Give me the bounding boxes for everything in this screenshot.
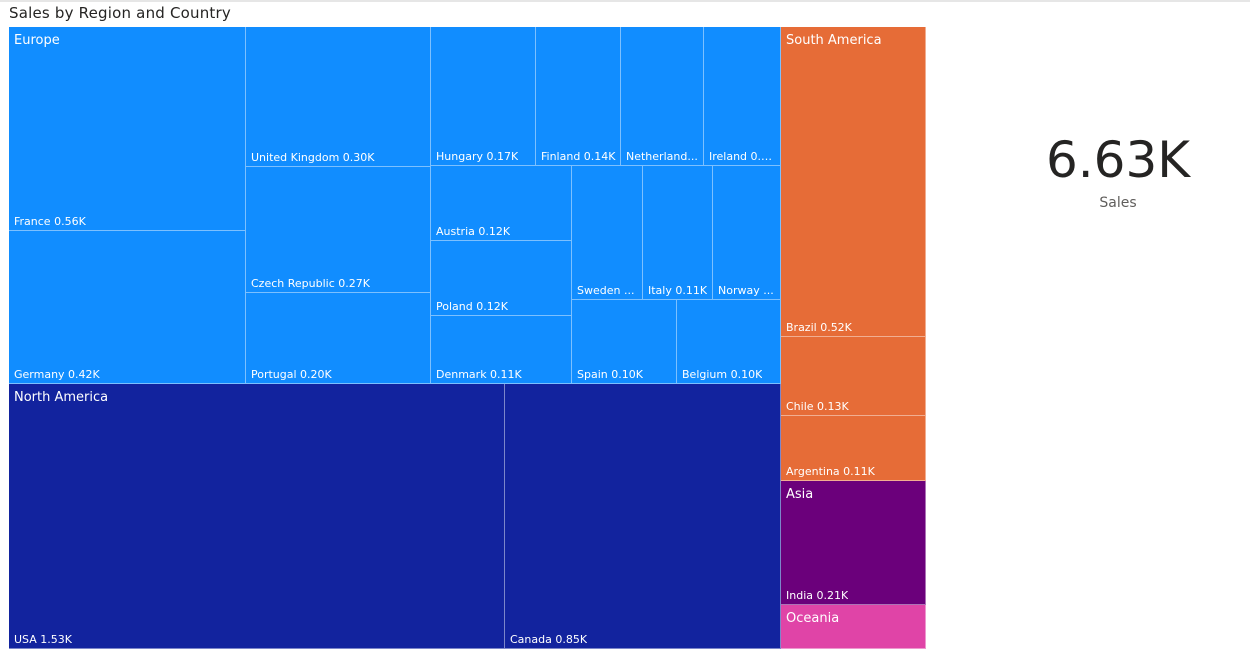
tile-label-poland: Poland 0.12K: [436, 300, 508, 313]
treemap-tile-france[interactable]: France 0.56K: [9, 27, 246, 231]
group-label-oceania: Oceania: [786, 611, 840, 626]
group-label-asia: Asia: [786, 487, 814, 502]
tile-label-hungary: Hungary 0.17K: [436, 150, 519, 163]
treemap-tile-chile[interactable]: Chile 0.13K: [781, 337, 926, 416]
treemap-tile-czech-republic[interactable]: Czech Republic 0.27K: [246, 167, 431, 293]
tile-label-usa: USA 1.53K: [14, 633, 72, 646]
top-border: [0, 0, 1250, 2]
card-value: 6.63K: [1045, 131, 1191, 189]
group-label-europe: Europe: [14, 33, 60, 48]
tile-label-germany: Germany 0.42K: [14, 368, 100, 381]
treemap-tile-spain[interactable]: Spain 0.10K: [572, 300, 677, 384]
treemap-tile-ireland[interactable]: Ireland 0.1...: [704, 27, 781, 166]
treemap-tile-hungary[interactable]: Hungary 0.17K: [431, 27, 536, 166]
treemap-tile-oceania[interactable]: [781, 605, 926, 649]
tile-label-portugal: Portugal 0.20K: [251, 368, 332, 381]
treemap-tile-netherlands[interactable]: Netherland...: [621, 27, 704, 166]
treemap-tile-usa[interactable]: USA 1.53K: [9, 384, 505, 649]
tile-label-finland: Finland 0.14K: [541, 150, 616, 163]
tile-label-czech-republic: Czech Republic 0.27K: [251, 277, 370, 290]
tile-label-sweden: Sweden ...: [577, 284, 635, 297]
tile-label-argentina: Argentina 0.11K: [786, 465, 875, 478]
tile-label-netherlands: Netherland...: [626, 150, 698, 163]
tile-label-ireland: Ireland 0.1...: [709, 150, 778, 163]
treemap-tile-portugal[interactable]: Portugal 0.20K: [246, 293, 431, 384]
tile-label-italy: Italy 0.11K: [648, 284, 708, 297]
treemap-tile-denmark[interactable]: Denmark 0.11K: [431, 316, 572, 384]
tile-label-chile: Chile 0.13K: [786, 400, 849, 413]
tile-label-spain: Spain 0.10K: [577, 368, 643, 381]
treemap-tile-poland[interactable]: Poland 0.12K: [431, 241, 572, 316]
treemap-tile-finland[interactable]: Finland 0.14K: [536, 27, 621, 166]
treemap-tile-canada[interactable]: Canada 0.85K: [505, 384, 781, 649]
treemap-tile-norway[interactable]: Norway ...: [713, 166, 781, 300]
chart-title: Sales by Region and Country: [9, 4, 231, 22]
tile-label-belgium: Belgium 0.10K: [682, 368, 763, 381]
tile-label-united-kingdom: United Kingdom 0.30K: [251, 151, 375, 164]
treemap-tile-austria[interactable]: Austria 0.12K: [431, 166, 572, 241]
treemap-tile-sweden[interactable]: Sweden ...: [572, 166, 643, 300]
card-label: Sales: [1099, 195, 1137, 211]
group-label-north-america: North America: [14, 390, 109, 405]
treemap-tile-united-kingdom[interactable]: United Kingdom 0.30K: [246, 27, 431, 167]
treemap-tile-argentina[interactable]: Argentina 0.11K: [781, 416, 926, 481]
tile-label-denmark: Denmark 0.11K: [436, 368, 522, 381]
tile-label-norway: Norway ...: [718, 284, 774, 297]
sales-card[interactable]: 6.63K Sales: [1000, 135, 1236, 211]
treemap-tile-germany[interactable]: Germany 0.42K: [9, 231, 246, 384]
tile-label-canada: Canada 0.85K: [510, 633, 588, 646]
tile-label-france: France 0.56K: [14, 215, 86, 228]
tile-label-austria: Austria 0.12K: [436, 225, 511, 238]
treemap-tile-brazil[interactable]: Brazil 0.52K: [781, 27, 926, 337]
tile-label-brazil: Brazil 0.52K: [786, 321, 852, 334]
treemap-tile-belgium[interactable]: Belgium 0.10K: [677, 300, 781, 384]
treemap-tile-italy[interactable]: Italy 0.11K: [643, 166, 713, 300]
treemap-chart[interactable]: France 0.56K Germany 0.42K United Kingdom …: [9, 27, 926, 649]
tile-label-india: India 0.21K: [786, 589, 849, 602]
group-label-south-america: South America: [786, 33, 882, 48]
treemap-tile-india[interactable]: India 0.21K: [781, 481, 926, 605]
